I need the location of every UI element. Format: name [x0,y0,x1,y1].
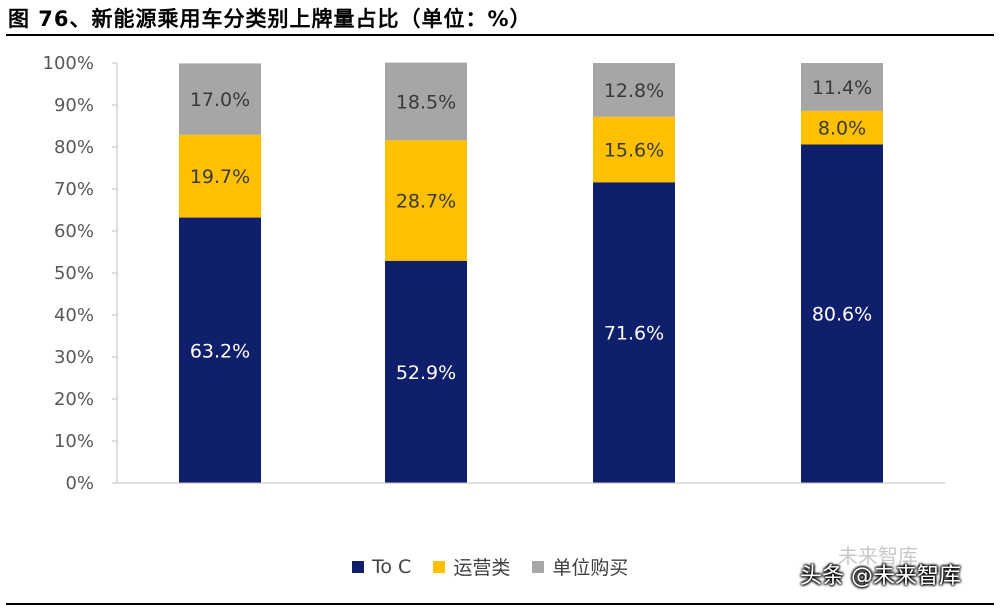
bar-segment-to-c [179,217,261,483]
y-axis: 0% 10% 20% 30% 40% 50% 60% 70% 80% 90% 100% [43,53,118,494]
watermark-faint: 未来智库 [838,544,918,568]
bar-segment-operating [179,134,261,218]
y-tick-label: 30% [54,347,94,368]
legend-swatch-unit-purchase [532,560,545,573]
data-label-to-c: 80.6% [812,304,872,326]
bar-segment-operating [385,140,467,261]
y-tick-label: 100% [43,53,94,74]
bar-segment-unit-purchase [593,63,675,117]
data-label-unit-purchase: 18.5% [396,91,456,113]
y-tick-label: 80% [54,137,94,158]
bar-segment-to-c [593,182,675,483]
y-tick-label: 10% [54,431,94,452]
data-label-operating: 19.7% [190,166,250,188]
y-tick-label: 20% [54,389,94,410]
bottom-rule [6,603,994,605]
legend-swatch-to-c [352,560,364,573]
watermark: 头条 @未来智库 [800,564,961,589]
data-label-to-c: 71.6% [604,323,664,345]
legend-item-to-c: To C [352,556,411,578]
title-bar: 图 76、新能源乘用车分类别上牌量占比（单位：%） [0,0,1000,36]
chart-title: 图 76、新能源乘用车分类别上牌量占比（单位：%） [8,7,532,31]
legend-label-unit-purchase: 单位购买 [552,557,629,579]
legend: To C 运营类 单位购买 [352,553,650,580]
data-label-to-c: 63.2% [190,340,250,362]
title-rule [6,34,994,36]
legend-label-operating: 运营类 [453,557,511,579]
data-label-unit-purchase: 17.0% [190,89,250,111]
stacked-bar-chart: 0% 10% 20% 30% 40% 50% 60% 70% 80% 90% 100% 63.2% 1… [43,53,945,494]
data-label-operating: 28.7% [396,191,456,213]
data-label-to-c: 52.9% [396,362,456,384]
legend-item-unit-purchase: 单位购买 [532,553,628,580]
data-label-operating: 15.6% [604,140,664,162]
y-tick-label: 0% [65,473,94,494]
bar-segment-operating [801,110,883,145]
bar-segment-unit-purchase [179,63,261,135]
legend-label-to-c: To C [372,555,412,578]
bar-segment-unit-purchase [385,62,467,141]
bar-segment-to-c [385,260,467,483]
bar-segment-to-c [801,144,883,483]
legend-swatch-operating [433,560,446,573]
y-tick-label: 60% [54,221,94,242]
data-label-unit-purchase: 12.8% [604,80,664,102]
y-tick-label: 70% [54,179,94,200]
bar-segment-operating [593,116,675,183]
bar-segment-unit-purchase [801,63,883,111]
data-label-unit-purchase: 11.4% [812,77,872,99]
bars: 63.2% 19.7% 17.0% 52.9% 28.7% 18.5% 71.6% 15.6%… [179,62,883,483]
y-tick-label: 40% [54,305,94,326]
y-tick-label: 50% [54,263,94,284]
legend-item-operating: 运营类 [433,553,510,580]
x-axis: 2018201920202021Q1 [117,482,945,484]
data-label-operating: 8.0% [818,118,866,140]
y-tick-label: 90% [54,95,94,116]
